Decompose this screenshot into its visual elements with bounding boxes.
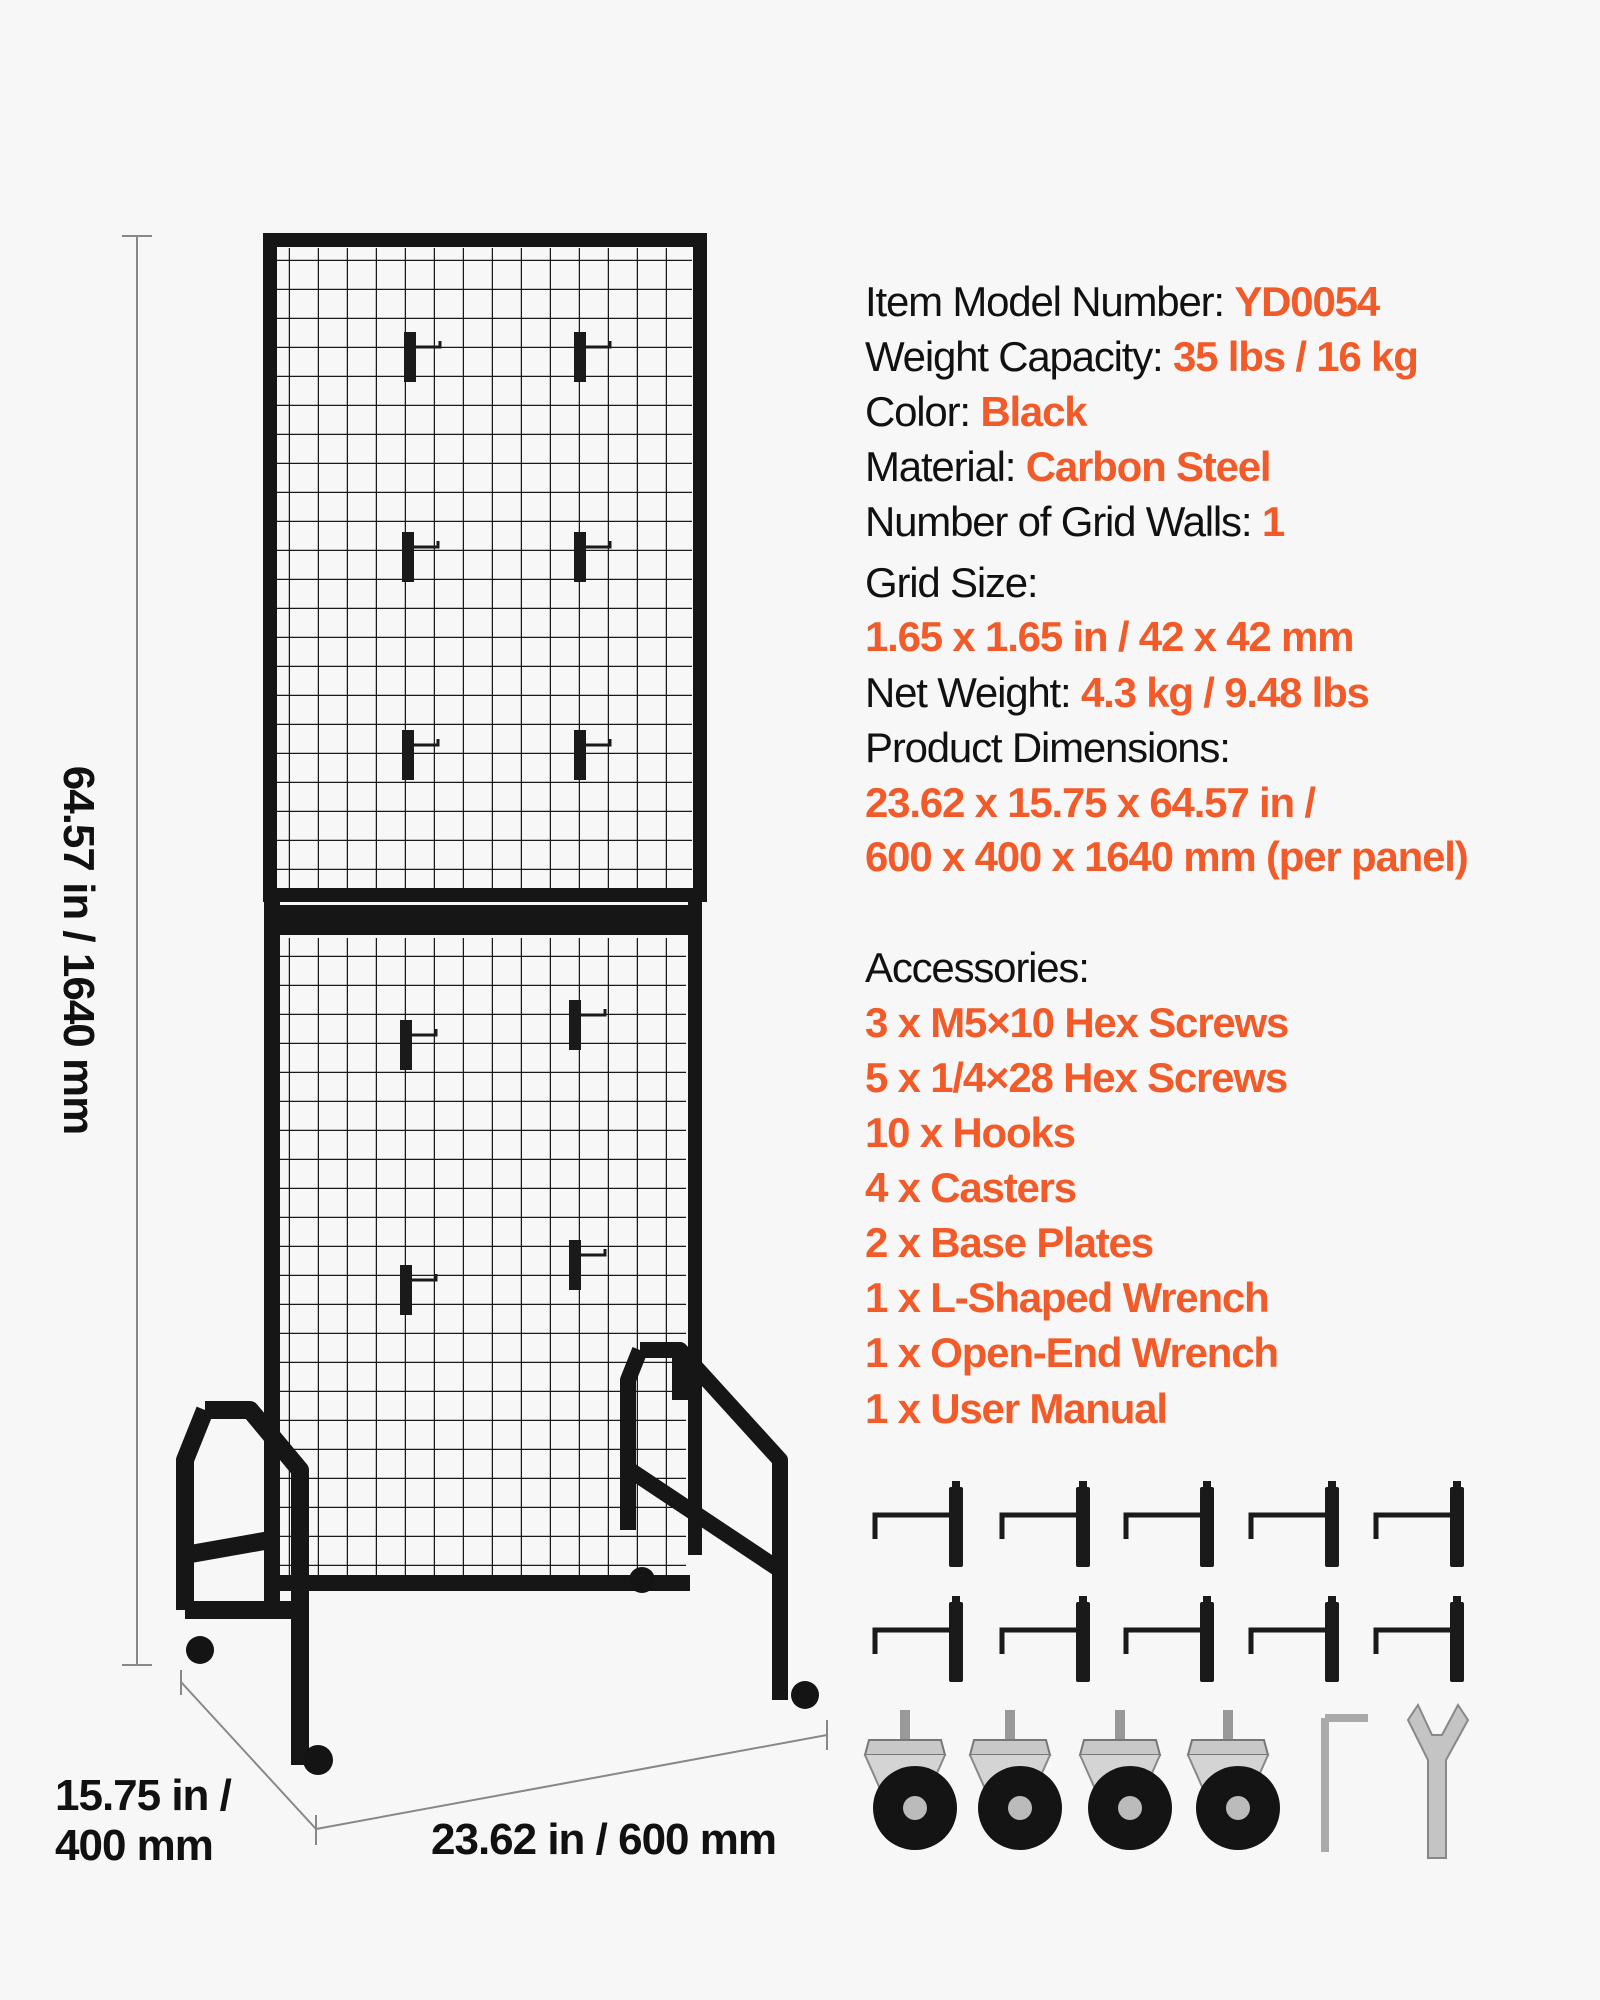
spec-label: Grid Size: (865, 559, 1039, 606)
spec-value: 600 x 400 x 1640 mm (per panel) (865, 833, 1469, 880)
accessory-item: 3 x M5×10 Hex Screws (865, 999, 1289, 1046)
spec-dimensions-mm: 600 x 400 x 1640 mm (per panel) (865, 832, 1469, 882)
spec-color: Color: Black (865, 387, 1088, 437)
spec-value: YD0054 (1234, 278, 1380, 325)
depth-dimension-label-line2: 400 mm (55, 1821, 214, 1870)
spec-value: Carbon Steel (1025, 443, 1272, 490)
spec-model: Item Model Number: YD0054 (865, 277, 1380, 327)
spec-label: Color: (865, 388, 981, 435)
rack-casters (186, 1567, 819, 1775)
spec-material: Material: Carbon Steel (865, 442, 1272, 492)
open-end-wrench-icon (1406, 1702, 1470, 1859)
spec-label: Material: (865, 443, 1026, 490)
height-dimension-label: 64.57 in / 1640 mm (54, 765, 103, 1135)
depth-dimension-label-line1: 15.75 in / (55, 1771, 232, 1820)
l-shaped-wrench-icon (1321, 1714, 1368, 1852)
caster-icon (864, 1709, 1281, 1851)
spec-value: 1 (1261, 498, 1285, 545)
spec-value: Black (980, 388, 1087, 435)
accessory-item: 1 x L-Shaped Wrench (865, 1274, 1270, 1321)
width-dimension-label: 23.62 in / 600 mm (431, 1815, 777, 1864)
spec-label: Net Weight: (865, 669, 1081, 716)
accessory-item: 5 x 1/4×28 Hex Screws (865, 1054, 1288, 1101)
accessory-item: 2 x Base Plates (865, 1219, 1154, 1266)
accessory-item: 1 x User Manual (865, 1385, 1168, 1432)
spec-label: Item Model Number: (865, 278, 1235, 325)
accessory-item: 1 x Open-End Wrench (865, 1329, 1279, 1376)
accessories-title: Accessories: (865, 944, 1090, 991)
hook-icon (875, 1481, 1464, 1682)
spec-value: 4.3 kg / 9.48 lbs (1080, 669, 1370, 716)
accessory-item: 10 x Hooks (865, 1109, 1076, 1156)
spec-value: 35 lbs / 16 kg (1172, 333, 1419, 380)
spec-grid-walls: Number of Grid Walls: 1 (865, 497, 1285, 547)
spec-grid-size-value: 1.65 x 1.65 in / 42 x 42 mm (865, 612, 1354, 662)
spec-product-dimensions: Product Dimensions: (865, 723, 1231, 773)
height-dimension-line (122, 235, 152, 1666)
grid-wall-rack (176, 233, 819, 1775)
spec-value: 23.62 x 15.75 x 64.57 in / (865, 779, 1316, 826)
base-dimension-lines (180, 1670, 828, 1845)
spec-net-weight: Net Weight: 4.3 kg / 9.48 lbs (865, 668, 1370, 718)
spec-label: Weight Capacity: (865, 333, 1173, 380)
spec-value: 1.65 x 1.65 in / 42 x 42 mm (865, 613, 1354, 660)
spec-grid-size: Grid Size: (865, 558, 1039, 608)
spec-label: Product Dimensions: (865, 724, 1231, 771)
spec-label: Number of Grid Walls: (865, 498, 1262, 545)
spec-dimensions-in: 23.62 x 15.75 x 64.57 in / (865, 778, 1316, 828)
accessory-item: 4 x Casters (865, 1164, 1077, 1211)
spec-weight-capacity: Weight Capacity: 35 lbs / 16 kg (865, 332, 1419, 382)
